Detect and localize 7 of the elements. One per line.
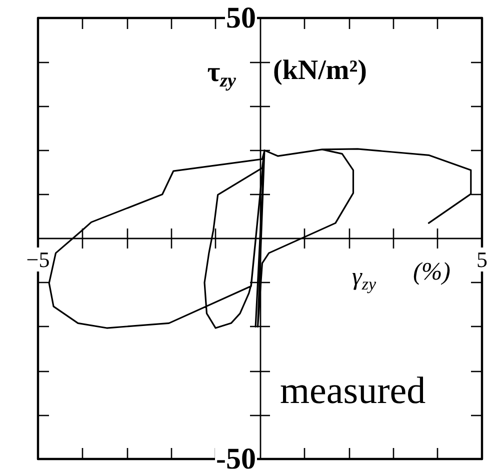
y-tick-label: 50: [226, 2, 256, 34]
text: τ$_{zy}$ (kN/m²): [207, 55, 367, 92]
y-tick-label: -50: [216, 442, 256, 475]
x-tick-label: 5: [476, 247, 488, 272]
x-tick-label: −5: [26, 247, 50, 272]
text: γ$_{zy}$ (%): [352, 258, 450, 294]
annotation: measured: [280, 370, 426, 412]
